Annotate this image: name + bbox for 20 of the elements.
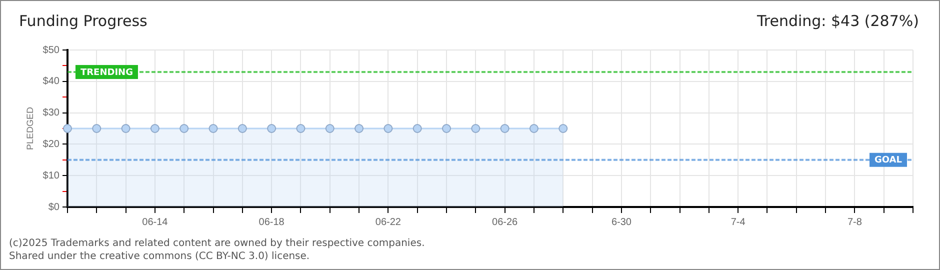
ref-line-label: TRENDING — [80, 68, 133, 78]
y-axis-title: PLEDGED — [24, 106, 35, 150]
y-tick-label: $40 — [42, 76, 60, 88]
x-tick-label: 7-8 — [847, 216, 862, 228]
chart-title: Funding Progress — [19, 12, 148, 30]
y-tick-label: $0 — [48, 202, 60, 213]
x-tick-label: 7-4 — [730, 216, 746, 228]
y-tick-label: $30 — [42, 108, 60, 119]
x-tick-label: 06-18 — [258, 216, 285, 228]
y-tick-label: $20 — [42, 138, 60, 150]
y-tick-label: $50 — [42, 44, 60, 56]
text: (c)2025 Trademarks and related content are owned by their respective companies. — [9, 238, 425, 249]
x-tick-label: 06-14 — [142, 216, 168, 228]
text: Shared under the creative commons (CC BY-NC 3.0) license. — [9, 251, 310, 262]
ref-line-label: GOAL — [874, 156, 902, 166]
x-tick-label: 06-26 — [492, 216, 518, 228]
y-tick-label: $10 — [42, 170, 60, 182]
text: Trending: $43 (287%) — [756, 12, 919, 30]
x-tick-label: 06-22 — [375, 216, 402, 228]
x-tick-label: 6-30 — [611, 216, 632, 228]
